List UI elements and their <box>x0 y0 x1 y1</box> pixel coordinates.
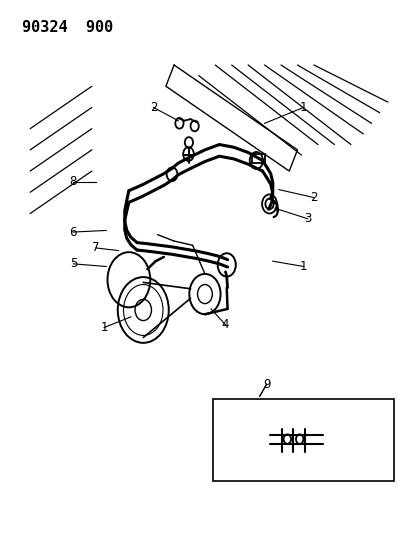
Text: 1: 1 <box>299 260 306 273</box>
Text: 3: 3 <box>303 212 311 225</box>
Text: 6: 6 <box>69 225 77 239</box>
Text: 2: 2 <box>150 101 157 114</box>
Text: 4: 4 <box>221 318 229 332</box>
Text: 7: 7 <box>92 241 100 254</box>
Bar <box>213 399 393 481</box>
Text: 1: 1 <box>299 101 306 114</box>
Text: 8: 8 <box>69 175 77 188</box>
Text: 9: 9 <box>262 378 270 391</box>
Text: 2: 2 <box>309 191 317 204</box>
Bar <box>252 154 265 163</box>
Text: 90324  900: 90324 900 <box>22 20 113 35</box>
Text: 1: 1 <box>100 321 108 334</box>
Text: 5: 5 <box>69 257 77 270</box>
